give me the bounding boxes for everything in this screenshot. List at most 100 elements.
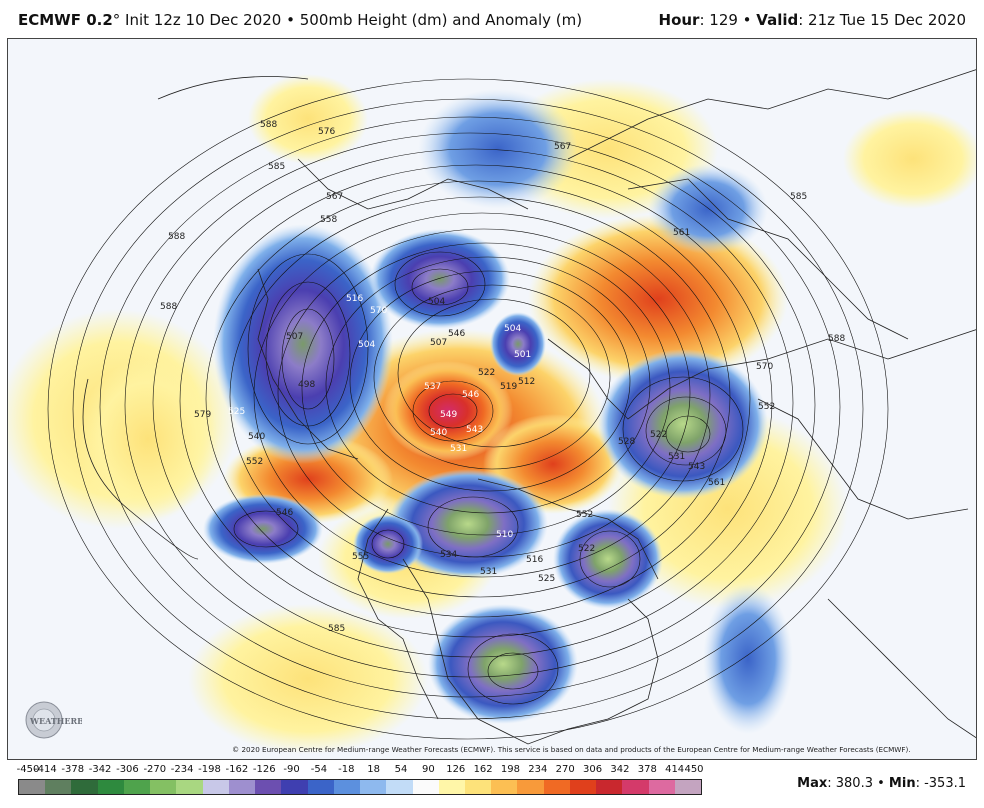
colorbar-label: -270	[143, 764, 167, 775]
colorbar-label: -18	[338, 764, 355, 775]
colorbar-label: 54	[394, 764, 408, 775]
contour-label: 555	[352, 552, 369, 562]
contour-label: 522	[578, 544, 595, 554]
contour-label: 585	[790, 192, 807, 202]
contour-label: 552	[758, 402, 775, 412]
contour-label: 510	[496, 530, 513, 540]
contour-label: 519	[500, 382, 517, 392]
colorbar-label: 198	[500, 764, 521, 775]
colorbar-swatch	[281, 780, 308, 794]
colorbar-label: 234	[528, 764, 548, 775]
anomaly-colorbar: -450 -414 -378 -342 -306 -270 -234 -198 -162 -126…	[16, 764, 708, 798]
colorbar-swatch	[19, 780, 46, 794]
contour-label: 501	[514, 350, 531, 360]
valid-value: : 21z Tue 15 Dec 2020	[798, 11, 966, 29]
colorbar-label: -414	[34, 764, 57, 775]
colorbar-swatch	[438, 780, 465, 794]
hour-label: Hour	[658, 11, 700, 29]
colorbar-swatch	[464, 780, 492, 794]
copyright-notice: © 2020 European Centre for Medium-range …	[232, 745, 911, 754]
contour-label: 561	[673, 228, 690, 238]
colorbar-swatch	[674, 780, 702, 794]
contour-label: 512	[518, 377, 535, 387]
contour-label: 507	[286, 332, 303, 342]
contour-label: 552	[246, 457, 263, 467]
colorbar-swatch	[307, 780, 334, 794]
contour-label: 588	[168, 232, 185, 242]
valid-label: Valid	[756, 11, 799, 29]
contour-label: 531	[668, 452, 685, 462]
colorbar-label: -234	[170, 764, 194, 775]
colorbar-swatch	[386, 780, 413, 794]
colorbar-swatch	[491, 780, 518, 794]
colorbar-label: 378	[637, 764, 657, 775]
coastlines	[82, 69, 976, 745]
contour-label: 552	[576, 510, 593, 520]
contour-label: 522	[478, 368, 495, 378]
init-text: ° Init 12z 10 Dec 2020 • 500mb Height (d…	[112, 11, 583, 29]
colorbar-swatch	[622, 780, 649, 794]
max-min-readout: Max: 380.3 • Min: -353.1	[797, 776, 966, 791]
contour-label: 558	[320, 215, 337, 225]
contour-label: 516	[346, 294, 363, 304]
contour-label: 525	[228, 407, 245, 417]
title-bar: ECMWF 0.2° Init 12z 10 Dec 2020 • 500mb …	[0, 0, 984, 38]
colorbar-swatch	[596, 780, 623, 794]
max-value: : 380.3 •	[827, 776, 889, 791]
colorbar-label: 126	[446, 764, 466, 775]
contour-label: 588	[828, 334, 845, 344]
colorbar-swatch	[360, 780, 387, 794]
colorbar-label: -162	[225, 764, 249, 775]
contour-label: 540	[248, 432, 265, 442]
contour-label: 504	[358, 340, 375, 350]
contour-label: 537	[424, 382, 441, 392]
height-contours	[47, 78, 889, 740]
contour-label: 567	[554, 142, 571, 152]
colorbar-swatch	[333, 780, 361, 794]
colorbar-swatch	[71, 780, 98, 794]
colorbar-label: 270	[555, 764, 575, 775]
contour-label: 585	[268, 162, 285, 172]
contour-label: 540	[430, 428, 447, 438]
colorbar-label: -306	[116, 764, 139, 775]
colorbar-swatch	[202, 780, 229, 794]
colorbar-swatch	[517, 780, 544, 794]
max-label: Max	[797, 776, 828, 791]
colorbar-swatch	[255, 780, 282, 794]
colorbar-label: 450	[684, 764, 704, 775]
contour-label: 567	[326, 192, 343, 202]
contour-label: 525	[538, 574, 555, 584]
colorbar-label: -198	[198, 764, 221, 775]
logo-text: WEATHERBELL	[29, 716, 82, 726]
contour-label: 576	[318, 127, 335, 137]
colorbar-swatch	[176, 780, 203, 794]
contour-label: 534	[440, 550, 457, 560]
colorbar-swatch	[97, 780, 124, 794]
valid-time: Hour: 129 • Valid: 21z Tue 15 Dec 2020	[659, 11, 966, 29]
colorbar-label: 414	[665, 764, 685, 775]
contour-label: 531	[450, 444, 467, 454]
colorbar-swatch	[569, 780, 597, 794]
contour-label: 522	[650, 430, 667, 440]
contour-label: 504	[428, 297, 445, 307]
min-label: Min	[888, 776, 916, 791]
contour-label: 561	[708, 478, 725, 488]
colorbar-label: -342	[88, 764, 112, 775]
colorbar-swatch	[648, 780, 675, 794]
model-name: ECMWF 0.2	[18, 11, 113, 29]
contour-label: 585	[328, 624, 345, 634]
colorbar-label: -450	[16, 764, 40, 775]
contour-label: 528	[618, 437, 635, 447]
contour-label: 579	[194, 410, 211, 420]
colorbar-label: -378	[61, 764, 85, 775]
chart-title: ECMWF 0.2° Init 12z 10 Dec 2020 • 500mb …	[18, 11, 582, 29]
colorbar-label: -126	[252, 764, 276, 775]
colorbar-swatch	[412, 780, 439, 794]
contour-label: 543	[466, 425, 483, 435]
colorbar-swatch	[228, 780, 256, 794]
colorbar-label: -90	[283, 764, 300, 775]
contour-label: 546	[448, 329, 465, 339]
contour-labels: 588 585 576 567 558 588 588 579 516 570 …	[160, 120, 845, 634]
contour-label: 570	[756, 362, 773, 372]
colorbar-label: 18	[367, 764, 381, 775]
